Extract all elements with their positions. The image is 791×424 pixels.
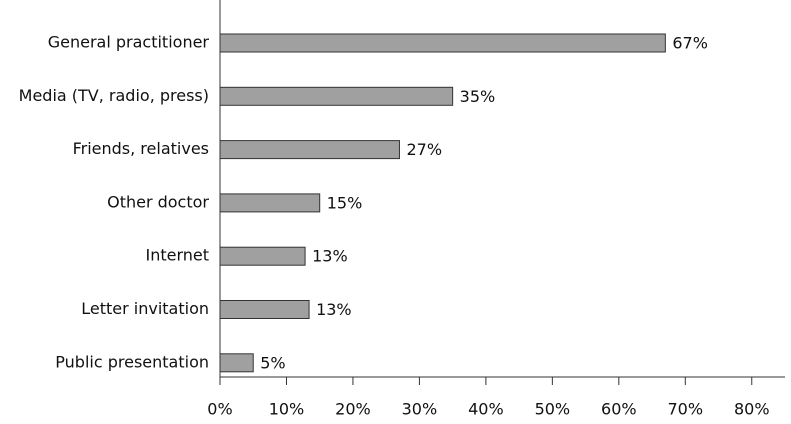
- x-tick-label: 0%: [207, 400, 232, 419]
- bar: [219, 193, 321, 213]
- bar: [219, 86, 454, 106]
- category-label: Letter invitation: [81, 299, 209, 318]
- value-label: 13%: [312, 247, 348, 266]
- x-tick-label: 10%: [269, 400, 305, 419]
- x-tick-label: 80%: [734, 400, 770, 419]
- category-label: General practitioner: [48, 33, 210, 52]
- x-tick-label: 40%: [468, 400, 504, 419]
- x-tick-label: 70%: [668, 400, 704, 419]
- bar: [219, 33, 666, 53]
- value-label: 35%: [460, 87, 496, 106]
- bar: [219, 353, 254, 373]
- category-label: Media (TV, radio, press): [19, 86, 209, 105]
- bar: [219, 300, 310, 319]
- category-label: Friends, relatives: [73, 139, 209, 158]
- value-label: 13%: [316, 300, 352, 319]
- bar: [219, 140, 400, 160]
- x-tick-label: 20%: [335, 400, 371, 419]
- bar: [219, 246, 306, 266]
- value-label: 5%: [260, 353, 285, 372]
- x-tick-label: 30%: [402, 400, 438, 419]
- value-label: 27%: [406, 140, 442, 159]
- category-label: Public presentation: [55, 352, 209, 371]
- value-label: 67%: [672, 34, 708, 53]
- category-label: Internet: [145, 246, 209, 265]
- category-label: Other doctor: [107, 192, 209, 211]
- x-tick-label: 50%: [535, 400, 571, 419]
- x-tick-label: 60%: [601, 400, 637, 419]
- value-label: 15%: [327, 193, 363, 212]
